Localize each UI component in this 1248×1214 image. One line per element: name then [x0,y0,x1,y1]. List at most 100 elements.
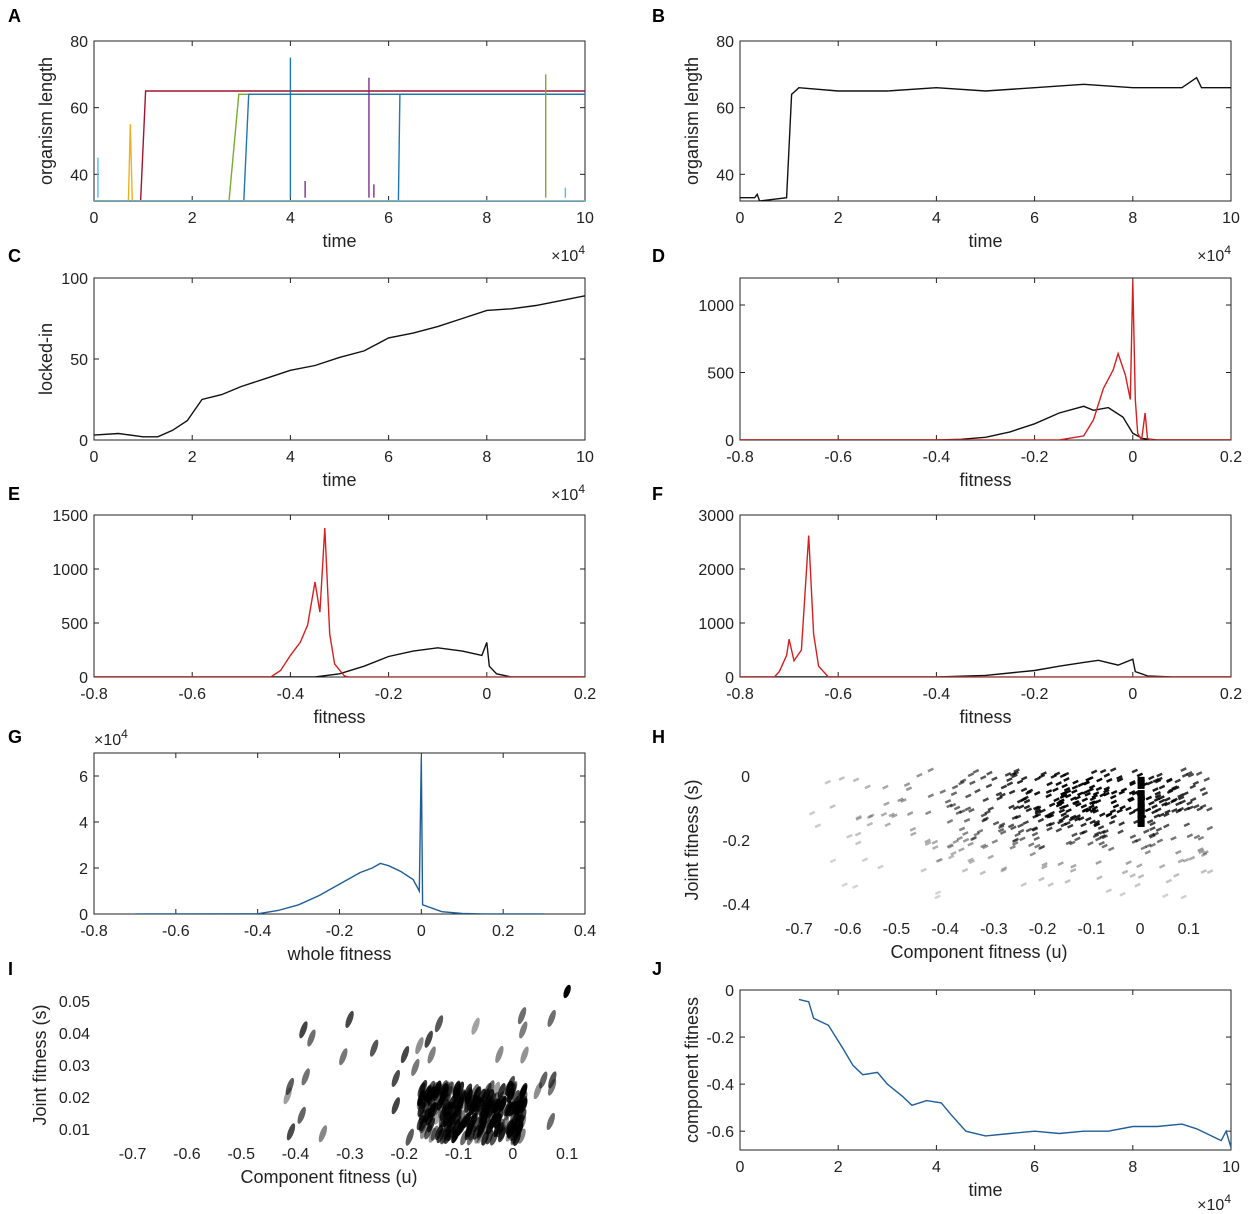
heatmap-cell [465,1102,474,1119]
chart-panel-h: H -0.7 -0.6 -0.5 -0.4 -0.3 -0.2 -0.1 0 0.1 0 -0.2 -0… [652,727,1214,962]
heatmap-cell [854,831,862,837]
heatmap-cell [464,1083,473,1099]
heatmap-cell [880,811,888,817]
heatmap-cell [1056,800,1063,805]
x-tick-label: 8 [482,449,491,466]
series-line-1 [94,642,585,677]
x-tick-label: 8 [1128,210,1137,227]
y-tick-label: 0.03 [59,1058,90,1075]
heatmap-cell [497,1091,505,1107]
x-tick-label: -0.7 [119,1146,147,1163]
heatmap-cell [1136,863,1143,869]
heatmap-cell [934,890,942,896]
heatmap-cell [430,1125,439,1141]
heatmap-cell [982,797,989,803]
heatmap-cell [1081,829,1088,835]
heatmap-cell [1064,793,1072,799]
heatmap-cell [485,1129,494,1145]
heatmap-cell [1156,772,1163,778]
heatmap-cell [1103,786,1111,791]
heatmap-cell [435,1124,443,1141]
heatmap-cell [1137,799,1145,803]
heatmap-cell [1158,863,1166,869]
heatmap-cell [533,1082,542,1100]
heatmap-cell [1137,820,1145,824]
heatmap-cell [1092,791,1100,796]
heatmap-cell [423,1087,431,1103]
x-tick-label: 6 [384,210,393,227]
heatmap-cell [1112,803,1120,809]
heatmap-cell [1041,862,1048,867]
series-line-1 [94,90,585,201]
heatmap-cell [1095,860,1102,865]
heatmap-cell [465,1122,473,1138]
heatmap-cell [997,827,1005,833]
x-tick-label: 2 [834,1159,843,1176]
heatmap-cell [1137,802,1145,806]
heatmap-cell [1170,798,1177,804]
heatmap-cell [1149,842,1156,848]
heatmap-cell [958,826,966,832]
heatmap-cell [962,837,970,843]
heatmap-cell [1092,808,1099,814]
x-tick-label: -0.7 [785,921,813,938]
heatmap-cell [1183,822,1191,828]
y-tick-label: -0.6 [706,1124,734,1141]
heatmap-cell [1012,837,1020,843]
y-tick-label: 0 [79,907,88,924]
heatmap-cell [1080,822,1087,828]
x-tick-label: 0.1 [1178,921,1200,938]
heatmap-cell [1189,784,1197,790]
heatmap-cell [905,786,913,792]
y-tick-label: 1000 [698,298,734,315]
y-tick-label: 2 [79,861,88,878]
heatmap-cell [1125,806,1132,812]
heatmap-cell [1009,771,1017,777]
heatmap-cell [1063,786,1071,792]
heatmap-cell [471,1103,480,1120]
chart-panel-b: B 0 2 4 6 8 10 40 60 80 time organism length ×104 [652,6,1240,265]
heatmap-cell [1033,836,1040,842]
heatmap-cells [808,767,1214,900]
x-tick-label: 2 [834,210,843,227]
plot-frame [739,514,1232,678]
x-tick-label: -0.3 [980,921,1008,938]
heatmap-cell [427,1046,436,1064]
chart-panel-j: J 0 2 4 6 8 10 0 -0.2 -0.4 -0.6 time component fitne… [652,959,1240,1214]
heatmap-cell [432,1100,441,1116]
heatmap-cell [517,1128,526,1144]
x-tick-label: 8 [482,210,491,227]
heatmap-cell [1077,816,1085,822]
x-tick-label: 0 [736,210,745,227]
heatmap-cell [1069,814,1077,820]
heatmap-cell [1158,812,1165,818]
heatmap-cell [1017,823,1024,828]
heatmap-cell [471,1095,480,1112]
heatmap-cell [1045,822,1053,828]
heatmap-cell [440,1093,449,1109]
heatmap-cell [1023,798,1031,804]
heatmap-cell [1077,782,1085,788]
heatmap-cell [1089,819,1096,825]
heatmap-cell [1060,812,1067,817]
x-tick-label: 10 [576,210,594,227]
heatmap-cell [1039,808,1046,814]
y-axis-label: organism length [682,57,702,185]
x-axis-label: fitness [313,707,365,727]
heatmap-cell [297,1106,306,1124]
heatmap-cell [1004,772,1012,777]
heatmap-cell [1017,828,1025,834]
x-tick-label: 0.4 [574,923,596,940]
heatmap-cell [513,1114,522,1130]
y-axis-label: component fitness [682,997,702,1143]
heatmap-cell [924,838,931,844]
heatmap-cell [1074,816,1081,822]
chart-panel-f: F -0.8 -0.6 -0.4 -0.2 0 0.2 0 1000 2000 3000 fitnes… [652,484,1242,727]
heatmap-cell [1099,792,1106,798]
chart-panel-d: D -0.8 -0.6 -0.4 -0.2 0 0.2 0 500 1000 fitness [652,246,1242,490]
heatmap-cell [471,1084,479,1100]
y-axis-label: Joint fitness (s) [30,1004,50,1125]
heatmap-cell [1067,823,1074,829]
heatmap-cell [1186,800,1193,806]
heatmap-cell [1164,801,1171,807]
